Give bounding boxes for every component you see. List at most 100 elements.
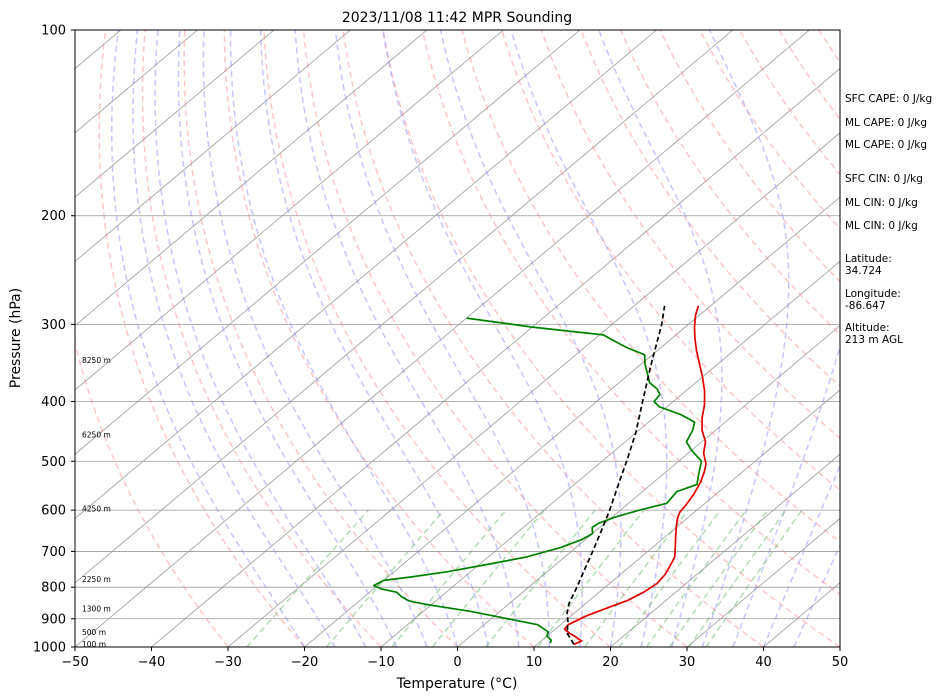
sounding-info-panel: SFC CAPE: 0 J/kg ML CAPE: 0 J/kg ML CAPE: … — [845, 93, 932, 346]
dry-adiabat-line — [382, 30, 840, 647]
isotherm-line — [75, 30, 734, 584]
y-tick-label: 600 — [41, 504, 66, 519]
height-label: 4250 m — [82, 505, 111, 514]
isotherm-line — [75, 30, 657, 519]
info-line: ML CIN: 0 J/kg — [845, 220, 918, 232]
dry-adiabat-line — [421, 30, 840, 596]
parcel-profile-line — [566, 305, 666, 645]
info-line: 34.724 — [845, 265, 882, 277]
info-line: 213 m AGL — [845, 334, 903, 346]
moist-adiabat-line — [294, 30, 520, 647]
x-tick-label: 30 — [679, 655, 696, 670]
dry-adiabat-line — [461, 30, 840, 544]
mixing-ratio-line — [246, 509, 370, 647]
moist-adiabat-line — [598, 30, 723, 647]
isotherm-line — [75, 30, 351, 262]
moist-adiabat-line — [762, 463, 840, 647]
moist-adiabat-line — [382, 30, 583, 647]
isotherm-line — [533, 389, 840, 647]
y-tick-label: 700 — [41, 545, 66, 560]
y-tick-label: 500 — [41, 455, 66, 470]
moist-adiabat-line — [701, 30, 790, 647]
y-tick-label: 200 — [41, 209, 66, 224]
y-tick-label: 400 — [41, 395, 66, 410]
isotherm-line — [227, 132, 840, 647]
info-line: Latitude: — [845, 253, 892, 265]
x-axis-label: Temperature (°C) — [396, 676, 518, 692]
y-axis-label: Pressure (hPa) — [8, 288, 24, 388]
isotherm-line — [75, 30, 504, 391]
moist-adiabat-line — [110, 30, 306, 647]
y-tick-label: 800 — [41, 581, 66, 596]
moist-adiabat-line — [732, 344, 840, 647]
height-label: 500 m — [82, 628, 106, 637]
dry-adiabat-line — [938, 30, 947, 647]
moist-adiabat-line — [132, 30, 336, 647]
isotherm-line — [151, 68, 840, 647]
info-line: ML CIN: 0 J/kg — [845, 197, 918, 209]
chart-title: 2023/11/08 11:42 MPR Sounding — [342, 10, 572, 26]
isotherm-line — [304, 196, 840, 647]
x-tick-label: −30 — [214, 655, 241, 670]
x-tick-label: −40 — [138, 655, 165, 670]
x-tick-label: −50 — [61, 655, 88, 670]
temperature-profile-line — [563, 305, 707, 646]
info-line: ML CAPE: 0 J/kg — [845, 139, 927, 151]
height-label: 2250 m — [82, 575, 111, 584]
isotherm-line — [75, 30, 275, 198]
y-tick-label: 900 — [41, 612, 66, 627]
moist-adiabat-line — [154, 30, 367, 647]
x-tick-label: −10 — [367, 655, 394, 670]
info-line: SFC CIN: 0 J/kg — [845, 173, 923, 185]
info-line: Longitude: — [845, 288, 901, 300]
y-axis-ticks: 1000 900 800 700 600 500 400 300 200 100 — [33, 24, 75, 656]
mixing-ratio-line — [325, 509, 445, 647]
mixing-ratio-line — [431, 509, 545, 647]
x-tick-label: 0 — [453, 655, 461, 670]
dry-adiabat-line — [98, 30, 306, 647]
moist-adiabat-line — [202, 30, 428, 647]
profile-lines — [372, 305, 707, 646]
isotherm-line — [75, 30, 581, 455]
height-labels: 100 m 500 m 1300 m 2250 m 4250 m 6250 m 8250 m — [82, 356, 111, 649]
dry-adiabat-line — [302, 30, 688, 647]
dry-adiabat-line — [342, 30, 764, 647]
info-line: -86.647 — [845, 300, 886, 312]
x-tick-label: 10 — [526, 655, 543, 670]
info-line: Altitude: — [845, 322, 890, 334]
x-tick-label: 20 — [602, 655, 619, 670]
isotherm-line — [610, 453, 840, 647]
x-axis-ticks: −50 −40 −30 −20 −10 0 10 20 30 40 50 — [61, 647, 848, 670]
dewpoint-profile-line — [372, 317, 703, 644]
y-tick-label: 300 — [41, 318, 66, 333]
dry-adiabat-line — [223, 30, 535, 647]
isotherm-line — [457, 325, 840, 647]
dry-adiabat-line — [75, 340, 229, 647]
isotherm-line — [75, 30, 810, 647]
height-label: 6250 m — [82, 430, 111, 439]
info-line: SFC CAPE: 0 J/kg — [845, 93, 932, 105]
dry-adiabat-line — [183, 30, 459, 647]
info-line: ML CAPE: 0 J/kg — [845, 117, 927, 129]
moist-adiabat-line — [334, 30, 551, 647]
isotherm-line — [686, 517, 840, 647]
dry-adiabat-line — [141, 30, 382, 647]
mixing-ratio-line — [391, 509, 507, 647]
moist-adiabat-line — [177, 30, 397, 647]
height-label: 100 m — [82, 640, 106, 649]
dry-adiabat-line — [500, 30, 840, 491]
x-tick-label: 50 — [832, 655, 849, 670]
x-tick-label: −20 — [291, 655, 318, 670]
isotherm-line — [75, 30, 428, 327]
y-tick-label: 1000 — [33, 641, 66, 656]
height-label: 1300 m — [82, 604, 111, 613]
y-tick-label: 100 — [41, 24, 66, 39]
mixing-ratio-line — [485, 509, 596, 647]
background-lines — [75, 30, 947, 647]
isotherm-line — [380, 260, 840, 647]
pressure-gridlines — [75, 30, 840, 647]
height-label: 8250 m — [82, 356, 111, 365]
x-tick-label: 40 — [755, 655, 772, 670]
plot-area — [75, 30, 840, 647]
